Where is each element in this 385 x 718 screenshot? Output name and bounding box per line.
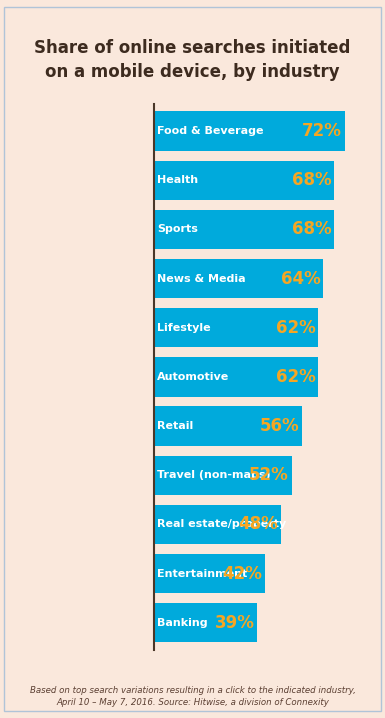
Text: Food & Beverage: Food & Beverage xyxy=(157,126,264,136)
Bar xyxy=(154,308,318,348)
Text: 42%: 42% xyxy=(223,564,263,582)
Text: Share of online searches initiated
on a mobile device, by industry: Share of online searches initiated on a … xyxy=(34,39,351,81)
Bar xyxy=(154,406,302,446)
Text: 68%: 68% xyxy=(292,172,331,190)
Text: 56%: 56% xyxy=(260,417,300,435)
Text: Health: Health xyxy=(157,175,198,185)
Bar xyxy=(154,161,334,200)
Bar xyxy=(154,259,323,298)
Text: 72%: 72% xyxy=(302,122,342,140)
Text: 64%: 64% xyxy=(281,270,321,288)
Text: Sports: Sports xyxy=(157,225,198,235)
Text: Lifestyle: Lifestyle xyxy=(157,323,211,332)
Text: 48%: 48% xyxy=(239,516,278,533)
Text: Based on top search variations resulting in a click to the indicated industry,
A: Based on top search variations resulting… xyxy=(30,686,355,707)
Bar xyxy=(154,111,345,151)
Text: 62%: 62% xyxy=(276,368,315,386)
Text: 62%: 62% xyxy=(276,319,315,337)
Bar xyxy=(154,554,265,593)
Bar xyxy=(154,603,257,643)
Text: Travel (non-maps): Travel (non-maps) xyxy=(157,470,271,480)
Text: 68%: 68% xyxy=(292,220,331,238)
Text: Real estate/property: Real estate/property xyxy=(157,519,286,529)
Text: Entertainment: Entertainment xyxy=(157,569,248,579)
Text: News & Media: News & Media xyxy=(157,274,246,284)
Text: 39%: 39% xyxy=(215,614,254,632)
Bar xyxy=(154,456,292,495)
Text: Retail: Retail xyxy=(157,421,193,431)
Bar xyxy=(154,210,334,249)
Bar xyxy=(154,358,318,396)
Text: Banking: Banking xyxy=(157,617,208,628)
Text: Automotive: Automotive xyxy=(157,372,229,382)
Bar xyxy=(154,505,281,544)
Text: 52%: 52% xyxy=(249,466,289,484)
